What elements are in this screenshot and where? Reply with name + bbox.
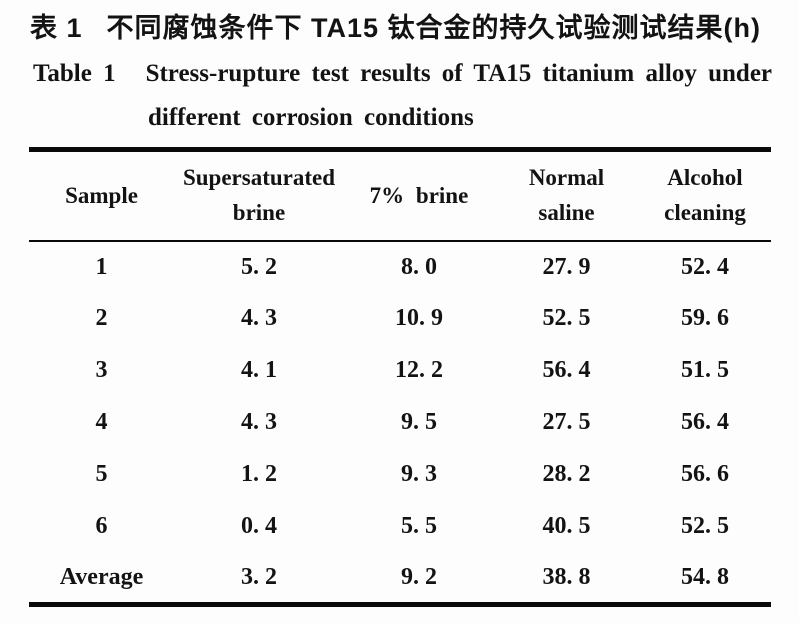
value-cell: 59. 6 — [681, 305, 729, 331]
sample-cell: 4 — [95, 409, 108, 435]
value-cell: 4. 1 — [241, 357, 277, 383]
stress-rupture-results-table: Sample Supersaturated brine 7% brine Nor… — [29, 147, 771, 607]
value-cell: 56. 4 — [542, 357, 591, 383]
value-cell: 0. 4 — [241, 513, 277, 539]
table-row: 6 0. 4 5. 5 40. 5 52. 5 — [29, 501, 771, 553]
table-caption-english-line1: Table 1 Stress-rupture test results of TA… — [33, 60, 793, 88]
value-cell: 3. 2 — [241, 563, 277, 590]
sample-cell: 3 — [95, 357, 108, 383]
value-cell: 38. 8 — [542, 563, 591, 590]
value-cell: 1. 2 — [241, 461, 277, 487]
table-row: 4 4. 3 9. 5 27. 5 56. 4 — [29, 397, 771, 449]
column-header-normal-saline: Normal saline — [528, 165, 605, 225]
column-header-7pct-brine: 7% brine — [369, 182, 469, 208]
value-cell: 9. 2 — [401, 563, 437, 590]
sample-cell: 6 — [95, 513, 108, 539]
value-cell: 4. 3 — [241, 409, 277, 435]
value-cell: 51. 5 — [681, 357, 729, 383]
value-cell: 54. 8 — [681, 563, 729, 590]
sample-cell: 5 — [95, 461, 108, 487]
table-caption-zh-text: 不同腐蚀条件下 TA15 钛合金的持久试验测试结果(h) — [106, 13, 762, 43]
sample-cell: 1 — [95, 253, 108, 280]
value-cell: 5. 2 — [241, 253, 277, 280]
value-cell: 56. 6 — [681, 461, 729, 487]
value-cell: 12. 2 — [395, 357, 443, 383]
value-cell: 4. 3 — [241, 305, 277, 331]
value-cell: 27. 9 — [542, 253, 591, 280]
value-cell: 52. 5 — [542, 305, 591, 331]
sample-cell: Average — [59, 563, 144, 590]
table-row: 1 5. 2 8. 0 27. 9 52. 4 — [29, 241, 771, 293]
table-number-zh: 表 1 — [30, 13, 83, 43]
results-table-container: Sample Supersaturated brine 7% brine Nor… — [29, 147, 771, 607]
value-cell: 52. 4 — [681, 253, 729, 280]
table-row-average: Average 3. 2 9. 2 38. 8 54. 8 — [29, 553, 771, 605]
value-cell: 52. 5 — [681, 513, 729, 539]
table-row: 2 4. 3 10. 9 52. 5 59. 6 — [29, 293, 771, 345]
value-cell: 27. 5 — [542, 409, 591, 435]
table-caption-en-text: Stress-rupture test results of TA15 tita… — [145, 60, 773, 87]
value-cell: 5. 5 — [401, 513, 437, 539]
value-cell: 28. 2 — [542, 461, 591, 487]
column-header-supersaturated-brine: Supersaturated brine — [182, 165, 336, 225]
table-header-row: Sample Supersaturated brine 7% brine Nor… — [29, 150, 771, 241]
column-header-alcohol-cleaning: Alcohol cleaning — [664, 165, 746, 225]
column-header-sample: Sample — [65, 182, 138, 208]
value-cell: 56. 4 — [681, 409, 729, 435]
table-row: 5 1. 2 9. 3 28. 2 56. 6 — [29, 449, 771, 501]
value-cell: 10. 9 — [395, 305, 443, 331]
table-row: 3 4. 1 12. 2 56. 4 51. 5 — [29, 345, 771, 397]
value-cell: 40. 5 — [542, 513, 591, 539]
value-cell: 9. 3 — [401, 461, 437, 487]
table-caption-english-line2: different corrosion conditions — [148, 104, 474, 131]
table-number-en: Table 1 — [33, 60, 116, 87]
value-cell: 8. 0 — [401, 253, 437, 280]
value-cell: 9. 5 — [401, 409, 437, 435]
sample-cell: 2 — [95, 305, 108, 331]
table-caption-chinese: 表 1 不同腐蚀条件下 TA15 钛合金的持久试验测试结果(h) — [30, 6, 790, 45]
